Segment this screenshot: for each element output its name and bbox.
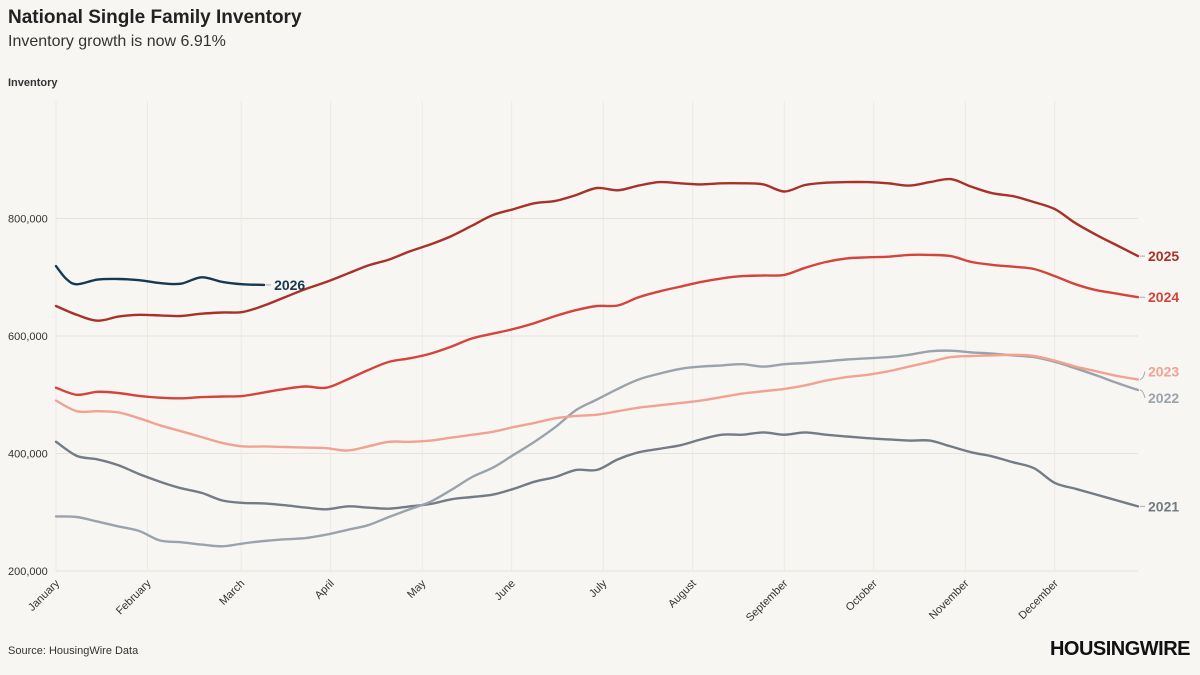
series-line-2025 (54, 177, 1140, 322)
x-tick-label: July (587, 577, 610, 600)
series-label-2023: 2023 (1148, 363, 1179, 379)
x-tick-label: August (666, 578, 699, 611)
y-tick-label: 800,000 (8, 214, 48, 226)
series-label-2024: 2024 (1148, 289, 1179, 305)
x-tick-label: October (844, 577, 880, 613)
series-end-labels: 2021 2022 2023 2024 2025 2026 (266, 248, 1179, 514)
y-tick-label: 600,000 (8, 331, 48, 343)
x-tick-label: May (405, 577, 429, 601)
series-line-2023 (54, 353, 1140, 452)
x-tick-label: September (744, 577, 791, 624)
series-line-2022 (54, 349, 1140, 548)
series-line-2024 (54, 253, 1140, 400)
series-line-2021 (54, 431, 1140, 511)
label-connector (1139, 389, 1146, 399)
y-axis-ticks: 200,000 400,000 600,000 800,000 (8, 214, 48, 579)
x-tick-label: February (114, 577, 154, 617)
y-tick-label: 400,000 (8, 449, 48, 461)
series-label-2025: 2025 (1148, 248, 1179, 264)
x-tick-label: March (217, 578, 247, 608)
x-tick-label: December (1017, 577, 1062, 622)
label-connector (1139, 371, 1146, 380)
gridlines (55, 101, 1138, 572)
series-label-2021: 2021 (1148, 498, 1179, 514)
source-note: Source: HousingWire Data (8, 645, 139, 657)
series-line-2026 (54, 264, 266, 287)
chart-title: National Single Family Inventory (8, 7, 302, 28)
x-tick-label: June (492, 578, 517, 603)
y-tick-label: 200,000 (8, 566, 48, 578)
x-tick-label: January (26, 577, 63, 614)
y-axis-title: Inventory (8, 77, 58, 89)
brand-logo: HOUSINGWIRE (1049, 638, 1191, 660)
series-lines (54, 177, 1140, 548)
series-label-2022: 2022 (1148, 390, 1179, 406)
x-tick-label: April (313, 578, 337, 602)
x-axis-ticks: January February March April May June July Augu… (26, 577, 1061, 624)
series-label-2026: 2026 (274, 277, 305, 293)
x-tick-label: November (927, 577, 972, 622)
chart-subtitle: Inventory growth is now 6.91% (8, 33, 226, 50)
